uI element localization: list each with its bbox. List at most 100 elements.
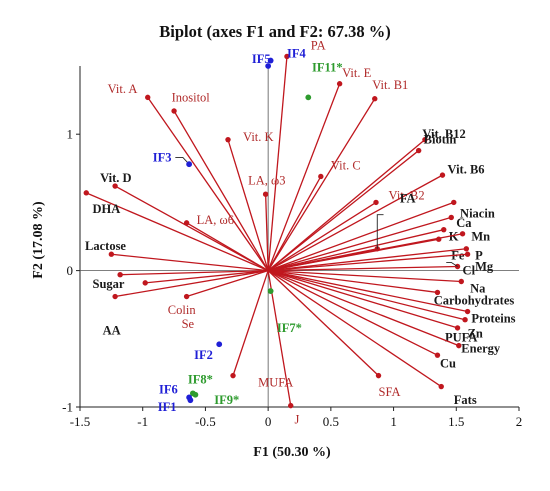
- variable-label-aa: AA: [103, 324, 121, 338]
- vector-mg: [268, 253, 468, 272]
- x-tick-label: -1.5: [70, 414, 91, 429]
- variable-label-vit-b1: Vit. B1: [372, 78, 408, 92]
- variable-label-vit-b2: Vit. B2: [389, 189, 425, 203]
- vector-vit-a: [147, 97, 269, 271]
- vector-tip-energy: [456, 342, 462, 349]
- vector-sfa: [267, 270, 379, 377]
- observation-point-if1: [187, 397, 194, 404]
- variable-label-sfa: SFA: [379, 385, 401, 399]
- y-axis-label: F2 (17.08 %): [31, 201, 46, 279]
- variable-label-vit-e: Vit. E: [342, 66, 371, 80]
- vector-sugar: [120, 269, 269, 276]
- vector-cu: [267, 270, 438, 356]
- vector-fats: [267, 270, 442, 388]
- vector-tip-la-6: [183, 220, 190, 226]
- label-leader-line: [376, 214, 384, 249]
- vector-tip-pa: [284, 53, 290, 60]
- vector-tip-vit-a: [145, 94, 151, 101]
- variable-label-j: J: [294, 412, 299, 426]
- vector-biotin: [267, 150, 420, 272]
- vector-vit-k: [227, 139, 269, 271]
- vector-tip-vit-c: [318, 173, 324, 180]
- observation-point-if3: [186, 161, 193, 168]
- vector-lactose: [111, 253, 269, 272]
- variable-label-vit-b12: Vit. B12: [422, 127, 465, 141]
- vector-cl: [268, 265, 458, 272]
- vector-pufa: [267, 269, 458, 329]
- vector-inositol: [173, 110, 269, 271]
- variable-label-mg: Mg: [475, 260, 494, 274]
- x-tick-label: -1: [137, 414, 148, 429]
- vector-tip-mg: [464, 251, 471, 257]
- variable-label-vit-d: Vit. D: [100, 171, 131, 185]
- vector-vit-d: [114, 185, 269, 272]
- observation-point-if9: [192, 391, 199, 398]
- vector-tip-k: [441, 226, 447, 233]
- vector-na: [268, 269, 462, 283]
- variable-label-sugar: Sugar: [93, 277, 125, 291]
- variable-label-cl: Cl: [463, 264, 476, 278]
- vector-tip-sugar: [117, 271, 123, 278]
- vector-tip-vit-b12: [422, 136, 428, 143]
- variable-label-vit-a: Vit. A: [108, 82, 138, 96]
- observation-label-if11: IF11*: [312, 60, 343, 74]
- observation-label-if3: IF3: [153, 150, 172, 164]
- y-tick-label: 1: [67, 127, 74, 142]
- x-tick-label: 1: [390, 414, 397, 429]
- observation-point-if4: [267, 57, 274, 64]
- observation-label-if9: IF9*: [214, 393, 239, 407]
- vector-tip-na: [458, 278, 465, 285]
- vector-vit-b12: [267, 139, 426, 272]
- variable-label-energy: Energy: [461, 341, 501, 355]
- variable-label-biotin: Biotin: [424, 133, 457, 147]
- x-tick-label: 0: [265, 414, 272, 429]
- plot-area: [79, 66, 519, 408]
- variable-label-dha: DHA: [93, 202, 121, 216]
- variable-label-niacin: Niacin: [460, 206, 495, 220]
- variable-label-pa: PA: [311, 39, 326, 53]
- vector-se: [186, 269, 269, 298]
- variable-label-vit-b6: Vit. B6: [448, 163, 485, 177]
- observation-point-if11: [305, 94, 312, 101]
- vector-p: [268, 248, 467, 272]
- vector-tip-se: [183, 293, 190, 300]
- variable-label-proteins: Proteins: [471, 311, 515, 325]
- vector-tip-carbohydrates: [434, 289, 441, 296]
- vector-tip-mufa: [230, 372, 236, 379]
- variable-label-la-3: LA, ω3: [248, 174, 285, 188]
- variable-label-na: Na: [470, 281, 486, 295]
- vector-tip-vit-b1: [372, 96, 378, 102]
- variable-label-pufa: PUFA: [445, 330, 477, 344]
- vector-pa: [267, 56, 288, 271]
- vector-tip-vit-b2: [373, 199, 379, 206]
- variable-label-la-6: LA, ω6: [197, 213, 234, 227]
- vector-carbohydrates: [268, 269, 438, 294]
- observation-points: IF5 IF4 IF11* IF3 IF7* IF2 IF8* IF6 IF1 IF9*: [153, 47, 343, 414]
- vector-colin: [145, 269, 269, 284]
- y-tick-label: -1: [62, 400, 73, 415]
- variable-label-ca: Ca: [456, 216, 472, 230]
- variable-label-inositol: Inositol: [172, 90, 211, 104]
- observation-label-if6: IF6: [159, 382, 178, 396]
- variable-label-p: P: [475, 249, 483, 263]
- chart-title: Biplot (axes F1 and F2: 67.38 %): [159, 22, 390, 41]
- vector-tip-vit-d: [112, 183, 118, 189]
- vector-tip-niacin: [451, 199, 457, 206]
- label-leader-line: [175, 156, 190, 165]
- vector-tip-zn: [462, 317, 468, 323]
- vector-tip-j: [288, 402, 294, 409]
- vector-tip-biotin: [415, 147, 422, 154]
- vector-ca: [267, 216, 452, 272]
- observation-label-if7: IF7*: [277, 321, 302, 335]
- variable-label-k: K: [449, 230, 459, 244]
- observation-label-if4: IF4: [287, 47, 307, 61]
- observation-label-if8: IF8*: [188, 373, 213, 387]
- vector-zn: [267, 269, 466, 321]
- x-tick-label: -0.5: [195, 414, 216, 429]
- vector-vit-e: [267, 83, 341, 271]
- variable-label-cu: Cu: [440, 356, 456, 370]
- variable-label-vit-c: Vit. C: [331, 159, 361, 173]
- observation-point-if2: [216, 341, 223, 348]
